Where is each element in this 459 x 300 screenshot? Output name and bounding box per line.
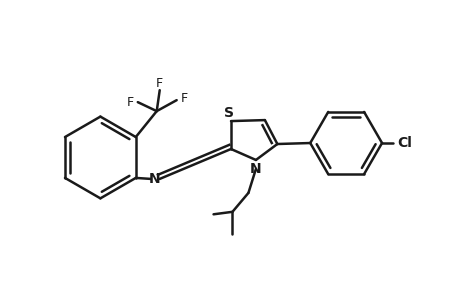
- Text: S: S: [223, 106, 233, 120]
- Text: N: N: [149, 172, 160, 186]
- Text: F: F: [156, 77, 163, 90]
- Text: Cl: Cl: [396, 136, 411, 150]
- Text: N: N: [249, 162, 261, 176]
- Text: F: F: [180, 92, 187, 105]
- Text: F: F: [127, 96, 134, 109]
